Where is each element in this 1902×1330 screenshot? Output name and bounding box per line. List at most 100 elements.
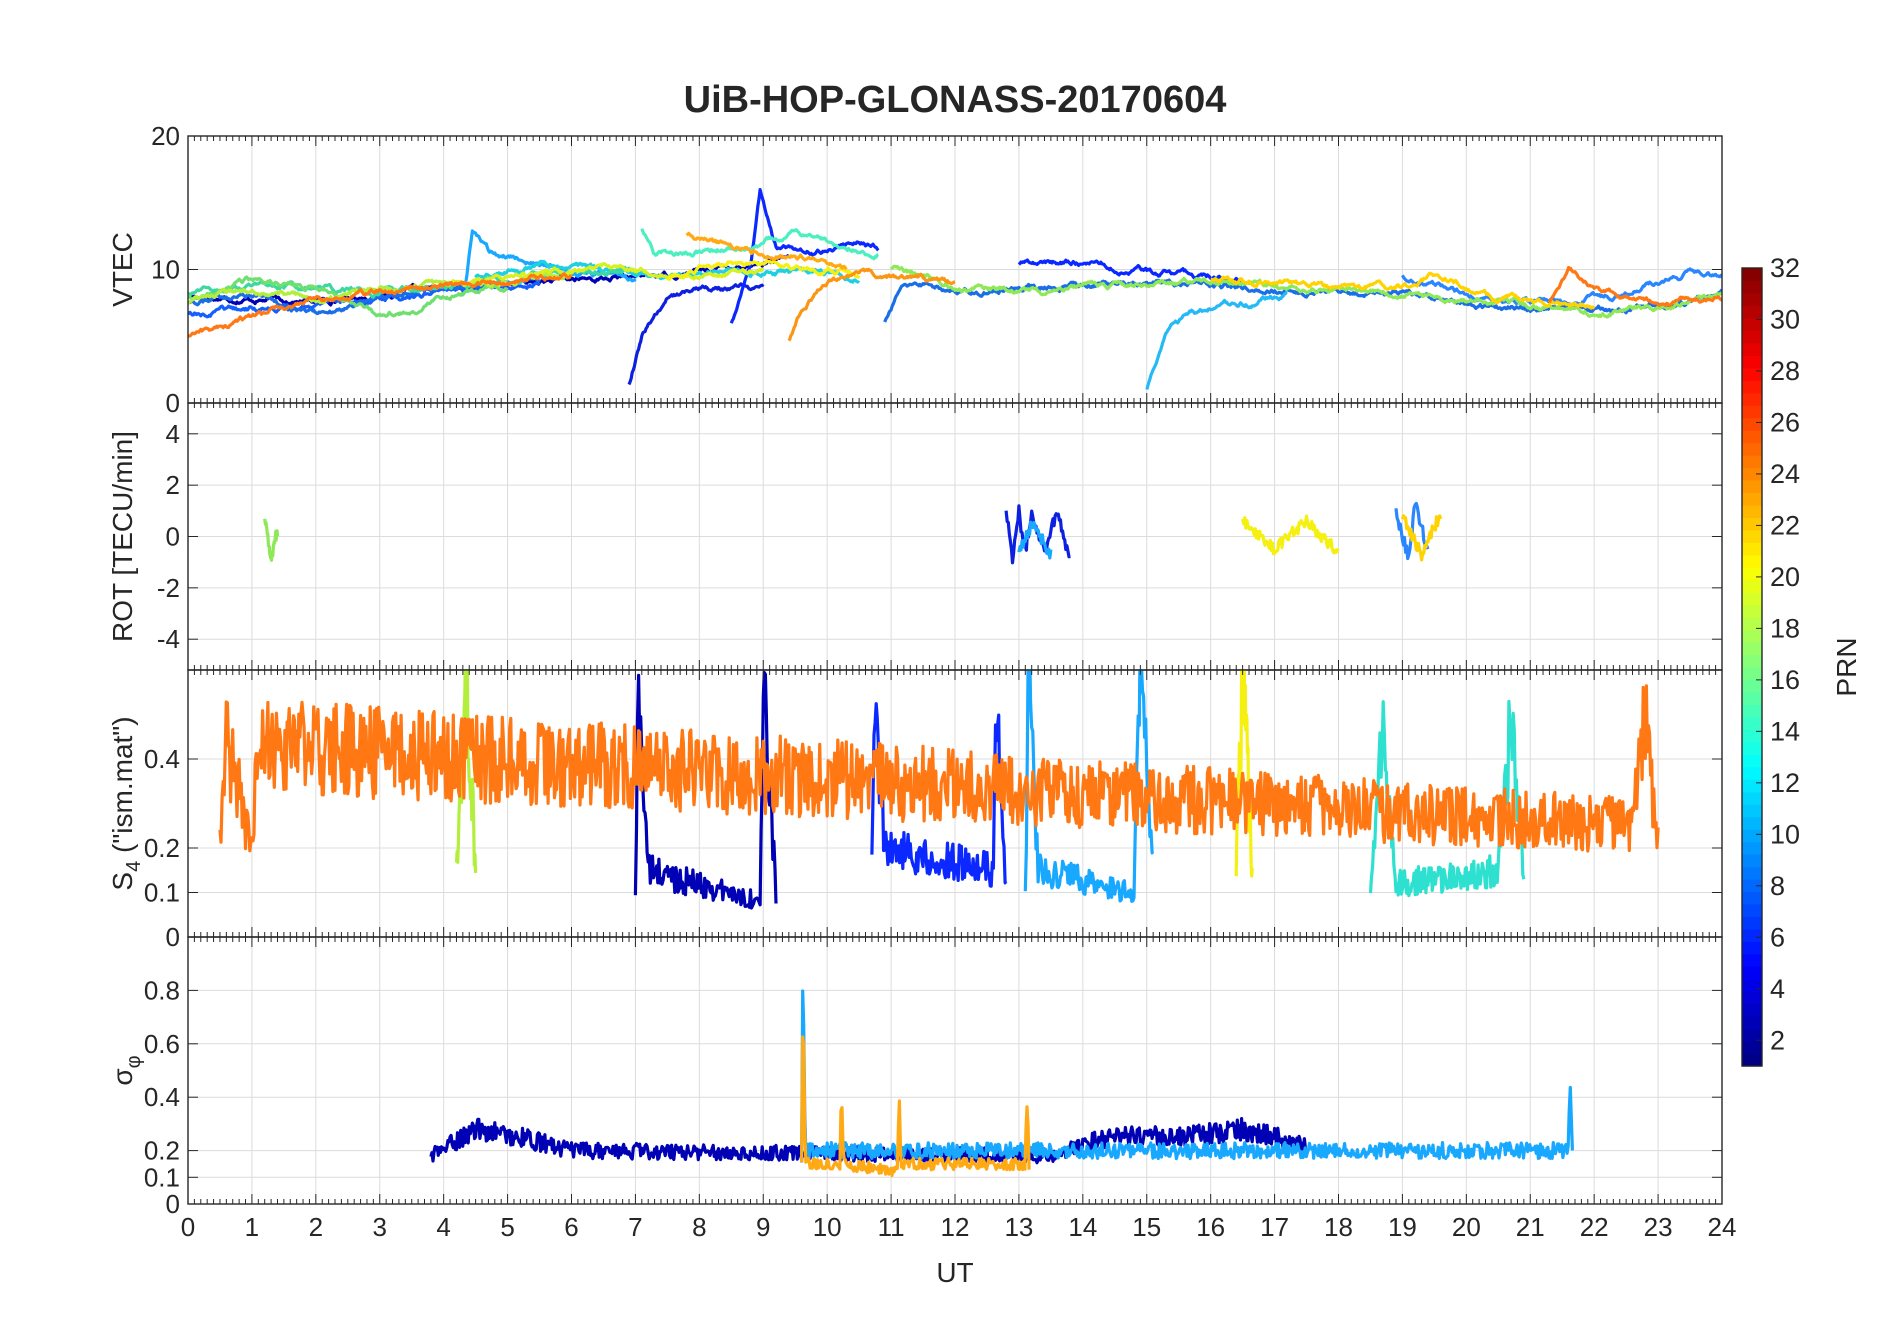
colorbar-tick-label-2: 6 [1770, 922, 1785, 952]
series-rot-prn-10-2 [1017, 520, 1053, 560]
x-axis: 0 1 2 3 4 5 6 7 8 9 10 11 12 13 14 15 16 17 18 19 20 21 22 23 24 [181, 1212, 1737, 1242]
colorbar-tick-label-1: 4 [1770, 974, 1785, 1004]
ytick-label-rot-2: 0 [166, 522, 180, 552]
colorbar-segment-38 [1742, 579, 1762, 593]
series-group-sigma_phi [429, 989, 1574, 1178]
colorbar-segment-27 [1742, 716, 1762, 730]
colorbar-tick-label-4: 10 [1770, 819, 1800, 849]
colorbar-tick-label-14: 30 [1770, 304, 1800, 334]
ylabel-main-s4: S [107, 872, 138, 891]
xtick-label-9: 9 [756, 1212, 770, 1242]
colorbar-segment-11 [1742, 916, 1762, 930]
ylabel-sub-sigma_phi: φ [123, 1055, 145, 1068]
colorbar-segment-21 [1742, 791, 1762, 805]
series-vtec-prn-11-9 [1145, 291, 1288, 390]
colorbar-segment-23 [1742, 766, 1762, 780]
colorbar-tick-label-13: 28 [1770, 356, 1800, 386]
colorbar-segment-25 [1742, 741, 1762, 755]
series-vtec-prn-19-16 [442, 262, 765, 288]
colorbar-segment-44 [1742, 504, 1762, 518]
xtick-label-6: 6 [564, 1212, 578, 1242]
colorbar-segment-37 [1742, 592, 1762, 606]
colorbar-segment-32 [1742, 654, 1762, 668]
ytick-label-rot-4: 4 [166, 419, 180, 449]
series-vtec-prn-14-11 [640, 228, 879, 261]
colorbar-segment-52 [1742, 405, 1762, 419]
ytick-label-vtec-1: 10 [151, 255, 180, 285]
colorbar-segment-60 [1742, 305, 1762, 319]
colorbar-segment-40 [1742, 554, 1762, 568]
colorbar-segment-17 [1742, 841, 1762, 855]
colorbar-segment-55 [1742, 367, 1762, 381]
colorbar-tick-label-5: 12 [1770, 768, 1800, 798]
colorbar-segment-54 [1742, 380, 1762, 394]
colorbar-segment-20 [1742, 804, 1762, 818]
xtick-label-19: 19 [1388, 1212, 1417, 1242]
colorbar-tick-label-8: 18 [1770, 613, 1800, 643]
colorbar-segment-5 [1742, 991, 1762, 1005]
panel-s4: 00.10.20.4S4 ("ism.mat") [107, 669, 1723, 952]
colorbar-label: PRN [1831, 637, 1862, 696]
panel-sigma_phi: 00.10.2 0.4 0.6 0.8 σφ [107, 936, 1723, 1219]
xtick-label-7: 7 [628, 1212, 642, 1242]
colorbar-segment-3 [1742, 1016, 1762, 1030]
colorbar-segment-19 [1742, 816, 1762, 830]
colorbar-segment-53 [1742, 392, 1762, 406]
series-s4-prn-18-4 [454, 670, 478, 873]
xtick-label-1: 1 [245, 1212, 259, 1242]
colorbar-segment-7 [1742, 966, 1762, 980]
ytick-label-s4-0: 0 [166, 922, 180, 952]
series-s4-prn-24-6 [218, 684, 1660, 853]
colorbar-segment-59 [1742, 317, 1762, 331]
colorbar-segment-6 [1742, 978, 1762, 992]
series-vtec-prn-20-17 [666, 259, 861, 281]
ylabel-sigma_phi: σφ [107, 1055, 145, 1085]
colorbar-segment-51 [1742, 417, 1762, 431]
colorbar-tick-label-12: 26 [1770, 407, 1800, 437]
colorbar-segment-43 [1742, 517, 1762, 531]
series-group-rot [263, 501, 1443, 565]
colorbar-tick-label-6: 14 [1770, 716, 1800, 746]
ylabel-rot: ROT [TECU/min] [107, 431, 138, 642]
xtick-label-16: 16 [1196, 1212, 1225, 1242]
ytick-label-s4-2: 0.2 [144, 833, 180, 863]
colorbar-segment-13 [1742, 891, 1762, 905]
colorbar-segment-15 [1742, 866, 1762, 880]
xtick-label-0: 0 [181, 1212, 195, 1242]
colorbar-segment-2 [1742, 1028, 1762, 1042]
colorbar-segment-4 [1742, 1003, 1762, 1017]
xtick-label-2: 2 [309, 1212, 323, 1242]
xtick-label-13: 13 [1004, 1212, 1033, 1242]
series-sigma_phi-prn-10-1 [800, 989, 1574, 1163]
xtick-label-22: 22 [1580, 1212, 1609, 1242]
xtick-label-24: 24 [1708, 1212, 1737, 1242]
xtick-label-20: 20 [1452, 1212, 1481, 1242]
colorbar-segment-28 [1742, 704, 1762, 718]
series-vtec-prn-4-3 [1017, 258, 1244, 284]
series-vtec-prn-23-20 [787, 267, 956, 342]
colorbar-segment-22 [1742, 779, 1762, 793]
series-rot-prn-21-5 [1400, 514, 1443, 562]
series-group-s4 [218, 670, 1660, 910]
colorbar-segment-16 [1742, 854, 1762, 868]
series-rot-prn-20-4 [1241, 514, 1340, 556]
ytick-label-s4-1: 0.1 [144, 878, 180, 908]
colorbar-tick-label-10: 22 [1770, 510, 1800, 540]
xtick-label-14: 14 [1068, 1212, 1097, 1242]
colorbar-segment-26 [1742, 729, 1762, 743]
colorbar-segment-10 [1742, 928, 1762, 942]
ytick-label-vtec-0: 0 [166, 388, 180, 418]
colorbar-segment-62 [1742, 280, 1762, 294]
ylabel-s4: S4 ("ism.mat") [107, 716, 145, 890]
ylabel-vtec: VTEC [107, 232, 138, 307]
xtick-label-18: 18 [1324, 1212, 1353, 1242]
colorbar-segment-30 [1742, 679, 1762, 693]
xtick-label-4: 4 [436, 1212, 450, 1242]
series-vtec-prn-17-14 [889, 264, 1722, 319]
series-s4-prn-10-2 [1023, 670, 1155, 903]
xtick-label-23: 23 [1644, 1212, 1673, 1242]
ytick-label-sigma_phi-3: 0.4 [144, 1082, 180, 1112]
colorbar-segment-31 [1742, 667, 1762, 681]
